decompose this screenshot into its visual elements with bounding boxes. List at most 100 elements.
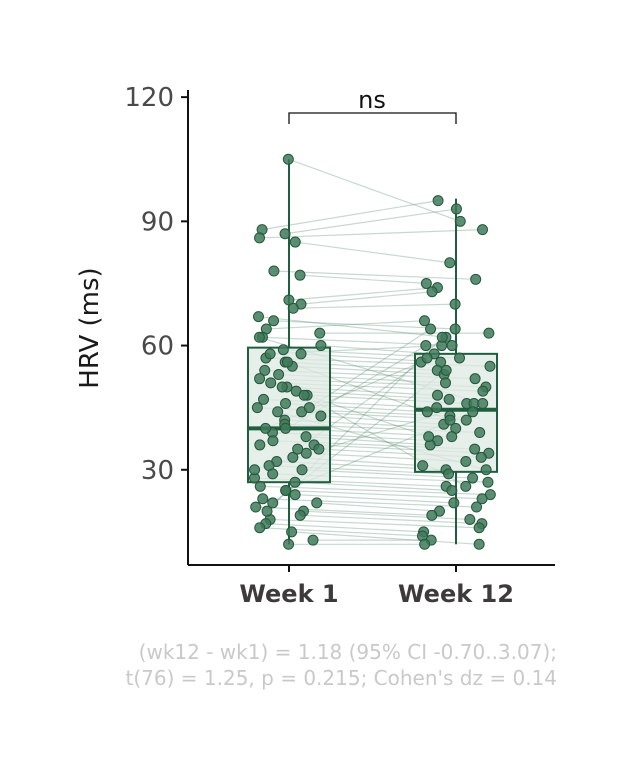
data-point (426, 509, 438, 521)
data-point (460, 480, 472, 492)
data-point (289, 236, 301, 248)
data-point (260, 422, 272, 434)
pair-line (320, 344, 435, 355)
data-point (298, 389, 310, 401)
data-point (257, 493, 269, 505)
data-point (449, 298, 461, 310)
data-point (425, 323, 437, 335)
data-point (421, 352, 433, 364)
data-point (287, 302, 299, 314)
data-point (300, 447, 312, 459)
data-point (281, 356, 293, 368)
data-point (449, 323, 461, 335)
data-point (440, 377, 452, 389)
data-point (254, 373, 266, 385)
data-point (307, 534, 319, 546)
data-point (419, 538, 431, 550)
data-point (471, 501, 483, 513)
data-point (474, 427, 486, 439)
data-point (287, 451, 299, 463)
data-point (417, 460, 429, 472)
data-point (268, 265, 280, 277)
data-point (264, 348, 276, 360)
data-point (476, 493, 488, 505)
data-point (484, 360, 496, 372)
data-point (294, 509, 306, 521)
significance-label: ns (358, 86, 386, 114)
data-point (460, 455, 472, 467)
data-point (482, 476, 494, 488)
caption-line-1: (wk12 - wk1) = 1.18 (95% CI -0.70..3.07)… (139, 640, 557, 664)
data-point (448, 497, 460, 509)
data-point (480, 464, 492, 476)
data-point (444, 414, 456, 426)
pair-line (295, 241, 450, 264)
data-point (315, 340, 327, 352)
data-point (469, 373, 481, 385)
pair-line (285, 489, 483, 500)
data-point (431, 402, 443, 414)
data-point (420, 277, 432, 289)
data-point (436, 331, 448, 343)
data-point (464, 513, 476, 525)
data-point (473, 522, 485, 534)
data-point (450, 203, 462, 215)
data-point (251, 402, 263, 414)
data-point (473, 538, 485, 550)
pair-line (288, 286, 438, 301)
caption-line-2: t(76) = 1.25, p = 0.215; Cohen's dz = 0.… (126, 666, 557, 690)
data-point (267, 435, 279, 447)
data-point (432, 389, 444, 401)
data-point (423, 431, 435, 443)
data-point (443, 468, 455, 480)
pair-line (288, 158, 461, 222)
y-tick-label: 30 (141, 456, 174, 486)
data-point (444, 257, 456, 269)
y-axis-title: HRV (ms) (75, 267, 105, 388)
data-point (296, 464, 308, 476)
data-point (477, 385, 489, 397)
data-point (300, 431, 312, 443)
pair-line (299, 274, 427, 285)
data-point (454, 215, 466, 227)
data-point (477, 398, 489, 410)
x-ticks: Week 1 Week 12 (239, 565, 514, 608)
data-point (268, 315, 280, 327)
data-point (280, 398, 292, 410)
x-tick-label: Week 1 (239, 580, 338, 608)
data-point (421, 406, 433, 418)
data-point (483, 327, 495, 339)
data-point (259, 364, 271, 376)
data-point (440, 364, 452, 376)
data-point (289, 476, 301, 488)
y-tick-label: 90 (141, 207, 174, 237)
data-point (265, 377, 277, 389)
data-point (460, 414, 472, 426)
data-point (446, 431, 458, 443)
pair-line (293, 303, 456, 309)
pair-line (261, 200, 439, 231)
data-point (252, 311, 264, 323)
data-point (254, 480, 266, 492)
data-point (467, 472, 479, 484)
data-point (253, 232, 265, 244)
data-point (250, 501, 262, 513)
significance-bracket (288, 112, 457, 124)
pair-line (273, 270, 476, 280)
pair-line (300, 514, 482, 525)
pair-line (265, 522, 424, 533)
pair-line (266, 320, 425, 330)
data-point (477, 224, 489, 236)
data-point (446, 484, 458, 496)
data-point (469, 443, 481, 455)
data-point (292, 443, 304, 455)
data-point (283, 538, 295, 550)
data-point (432, 195, 444, 207)
pair-line (284, 208, 457, 235)
data-point (261, 505, 273, 517)
data-point (277, 344, 289, 356)
data-point (475, 451, 487, 463)
data-point (443, 393, 455, 405)
data-point (426, 286, 438, 298)
data-point (467, 406, 479, 418)
